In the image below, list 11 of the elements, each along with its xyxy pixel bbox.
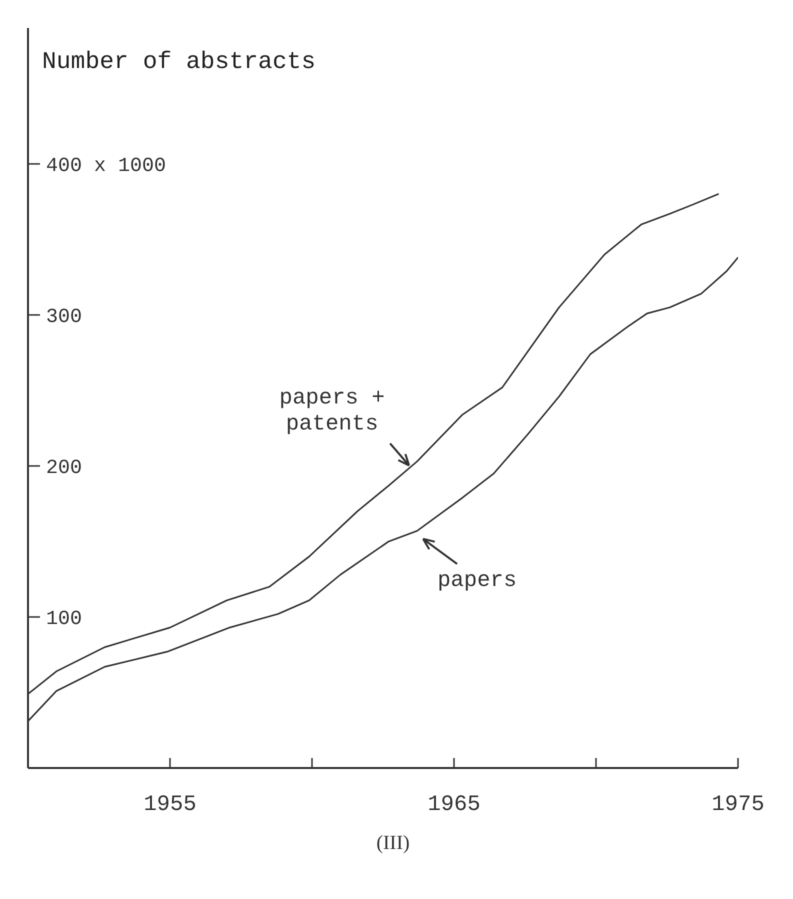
series-label: papers + patents xyxy=(279,385,385,436)
y-tick-label: 300 xyxy=(46,306,82,329)
x-tick-label: 1965 xyxy=(428,792,480,817)
y-tick-label: 400 x 1000 xyxy=(46,154,166,178)
x-tick-label: 1975 xyxy=(712,792,764,817)
x-tick-label: 1955 xyxy=(144,792,196,817)
y-tick-label: 100 xyxy=(46,608,82,631)
y-tick-label: 200 xyxy=(46,456,82,480)
y-axis-title: Number of abstracts xyxy=(42,49,316,76)
legend-label: papers xyxy=(437,568,517,593)
text: (III) xyxy=(375,832,411,855)
